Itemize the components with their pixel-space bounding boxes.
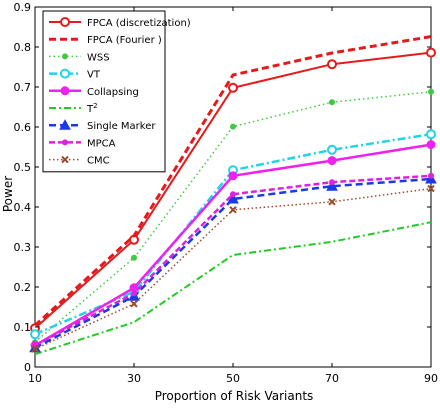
- data-point-cmc: [229, 206, 237, 214]
- legend-swatch-marker: [62, 53, 68, 60]
- legend-swatch-marker-stroke: [61, 155, 69, 164]
- legend-item-wss: WSS: [49, 52, 110, 63]
- legend-label-text: Collapsing: [87, 87, 139, 98]
- data-point-wss: [329, 99, 335, 106]
- legend-item-fpca-fourier: FPCA (Fourier ): [49, 35, 162, 46]
- data-point-vt: [30, 329, 40, 340]
- y-tick-label: 0.9: [14, 1, 32, 14]
- legend-label-superscript: 2: [93, 102, 97, 110]
- data-point-cmc-stroke: [328, 198, 336, 206]
- legend-label: WSS: [87, 52, 110, 63]
- legend-label-text: CMC: [87, 156, 110, 167]
- legend-swatch-marker: [60, 17, 70, 27]
- legend-label-text: WSS: [87, 52, 110, 63]
- series-line-wss: [34, 91, 432, 343]
- data-point-fpca-discretization: [327, 59, 337, 70]
- legend-swatch-marker: [60, 86, 70, 96]
- y-tick-label: 0.2: [14, 281, 32, 294]
- legend-label: Collapsing: [87, 87, 139, 98]
- data-point-mpca: [131, 290, 137, 297]
- data-point-single-marker: [227, 192, 239, 204]
- data-point-collapsing: [327, 156, 337, 166]
- data-point-collapsing: [426, 140, 436, 150]
- legend-item-t: T2: [49, 102, 98, 115]
- data-point-cmc-stroke: [229, 206, 237, 214]
- data-point-mpca: [329, 179, 335, 186]
- data-point-fpca-discretization: [228, 82, 238, 93]
- axis-ticks: 10 30 50 70 90 0 0.1 0.2 0.3 0.4 0.5 0.6 0.7 0.8 0.9: [14, 1, 439, 385]
- x-axis-label: Proportion of Risk Variants: [155, 389, 314, 403]
- legend-swatch-marker: [60, 68, 70, 79]
- y-tick-label: 0.8: [14, 41, 32, 54]
- legend-label-text: FPCA (Fourier ): [87, 35, 162, 46]
- legend-label: VT: [87, 70, 101, 81]
- data-point-cmc: [31, 345, 39, 353]
- legend-item-single-marker: Single Marker: [49, 119, 156, 132]
- x-tick-label: 50: [226, 372, 240, 385]
- x-tick-label: 70: [325, 372, 339, 385]
- x-tick-label: 90: [424, 372, 438, 385]
- y-tick-label: 0.3: [14, 241, 32, 254]
- legend-swatch-marker: [62, 139, 68, 146]
- series-line-fpca-fourier: [33, 35, 432, 327]
- data-point-mpca: [230, 191, 236, 198]
- legend-swatch-marker: [59, 119, 71, 130]
- series-mpca: [32, 172, 434, 349]
- legend-item-cmc: CMC: [49, 156, 110, 167]
- legend-label: MPCA: [87, 138, 116, 149]
- data-point-single-marker: [326, 180, 338, 191]
- legend-label: FPCA (discretization): [87, 18, 191, 29]
- series-collapsing: [30, 140, 436, 350]
- data-point-cmc-stroke: [427, 184, 435, 193]
- series-fpca-fourier: [33, 35, 432, 327]
- series-cmc: [31, 184, 435, 353]
- legend-swatch-marker: [61, 155, 69, 164]
- legend-label-text: VT: [87, 70, 101, 81]
- y-tick-label: 0: [24, 361, 31, 374]
- x-tick-label: 30: [127, 372, 141, 385]
- legend-label-text: Single Marker: [87, 121, 156, 132]
- y-tick-label: 0.5: [14, 161, 32, 174]
- data-point-cmc: [427, 184, 435, 193]
- legend-label-text: MPCA: [87, 138, 116, 149]
- legend-label-text: T: [86, 104, 94, 115]
- data-point-wss: [230, 123, 236, 130]
- data-point-cmc: [328, 198, 336, 206]
- data-point-cmc-stroke: [31, 345, 39, 353]
- legend-item-fpca-discretization: FPCA (discretization): [49, 17, 191, 29]
- legend-item-mpca: MPCA: [49, 138, 116, 149]
- legend-label: Single Marker: [87, 121, 156, 132]
- y-axis-label: Power: [1, 176, 15, 212]
- legend-item-collapsing: Collapsing: [49, 86, 139, 98]
- data-point-vt: [426, 129, 436, 140]
- legend-label: CMC: [87, 156, 110, 167]
- data-point-collapsing: [228, 171, 238, 181]
- legend-label: FPCA (Fourier ): [87, 35, 162, 46]
- data-point-vt: [327, 144, 337, 155]
- data-point-cmc-stroke: [130, 300, 138, 308]
- y-tick-label: 0.7: [14, 81, 32, 94]
- legend-item-vt: VT: [49, 68, 101, 81]
- legend-label-text: FPCA (discretization): [87, 18, 191, 29]
- data-point-wss: [131, 254, 137, 261]
- legend-label: T2: [86, 102, 98, 115]
- y-tick-label: 0.1: [14, 321, 32, 334]
- series-layer: [29, 35, 437, 356]
- data-point-mpca: [428, 172, 434, 179]
- data-point-wss: [428, 88, 434, 95]
- x-tick-label: 10: [28, 372, 42, 385]
- y-tick-label: 0.4: [14, 201, 32, 214]
- legend: FPCA (discretization) FPCA (Fourier ) WSS V…: [42, 10, 191, 173]
- data-point-cmc: [130, 300, 138, 308]
- series-line-mpca: [34, 174, 432, 347]
- data-point-fpca-discretization: [426, 47, 436, 58]
- y-tick-label: 0.6: [14, 121, 32, 134]
